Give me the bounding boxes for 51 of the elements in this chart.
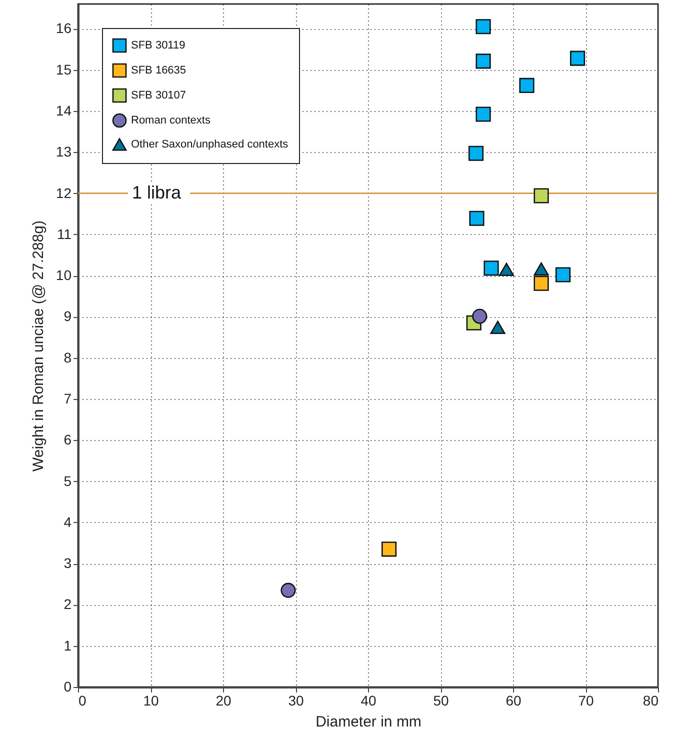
- ref-line-label: 1 libra: [132, 182, 182, 202]
- legend-label: SFB 30107: [131, 90, 186, 102]
- point: [484, 260, 499, 276]
- x-tick-label: 20: [216, 692, 232, 708]
- point: [469, 210, 484, 226]
- x-tick-label: 40: [360, 692, 376, 708]
- point: [555, 267, 571, 282]
- point: [519, 78, 534, 94]
- y-tick-label: 15: [56, 61, 72, 78]
- point: [472, 308, 488, 324]
- y-tick-label: 13: [56, 144, 72, 160]
- point: [280, 582, 296, 598]
- point: [498, 262, 514, 276]
- y-tick-label: 2: [64, 596, 72, 612]
- point: [476, 106, 491, 122]
- point: [570, 50, 586, 66]
- x-tick-label: 10: [143, 692, 159, 708]
- legend-label: Other Saxon/unphased contexts: [131, 138, 289, 150]
- x-tick-label: 0: [78, 692, 86, 708]
- point: [534, 188, 549, 204]
- y-tick-label: 8: [64, 349, 72, 366]
- legend-label: Roman contexts: [131, 114, 211, 126]
- y-tick-label: 11: [56, 226, 72, 242]
- point: [381, 542, 397, 557]
- point: [476, 19, 491, 34]
- y-tick-label: 10: [56, 267, 72, 284]
- x-tick-label: 70: [578, 692, 594, 708]
- x-axis-title: Diameter in mm: [316, 714, 422, 730]
- y-tick-label: 7: [64, 390, 72, 406]
- point: [468, 146, 484, 161]
- point: [534, 262, 549, 276]
- x-tick-label: 60: [506, 692, 522, 708]
- y-tick-label: 1: [64, 637, 72, 654]
- y-axis-title: Weight in Roman unciae (@ 27.288g): [30, 220, 47, 472]
- x-tick-label: 30: [288, 692, 304, 708]
- point: [534, 276, 549, 291]
- point: [476, 54, 491, 69]
- y-tick-label: 6: [64, 432, 72, 448]
- y-tick-label: 12: [56, 184, 72, 201]
- x-tick-label: 50: [433, 692, 449, 708]
- legend-label: SFB 30119: [131, 40, 186, 52]
- y-tick-label: 16: [56, 20, 72, 36]
- x-tick-label: 80: [642, 692, 659, 708]
- point: [490, 320, 506, 334]
- y-tick-label: 5: [64, 472, 72, 489]
- y-tick-label: 9: [64, 308, 72, 324]
- y-tick-label: 14: [56, 102, 72, 118]
- y-tick-label: 0: [64, 678, 72, 694]
- y-tick-label: 3: [64, 555, 72, 572]
- legend-label: SFB 16635: [131, 64, 186, 76]
- y-tick-label: 4: [64, 514, 72, 530]
